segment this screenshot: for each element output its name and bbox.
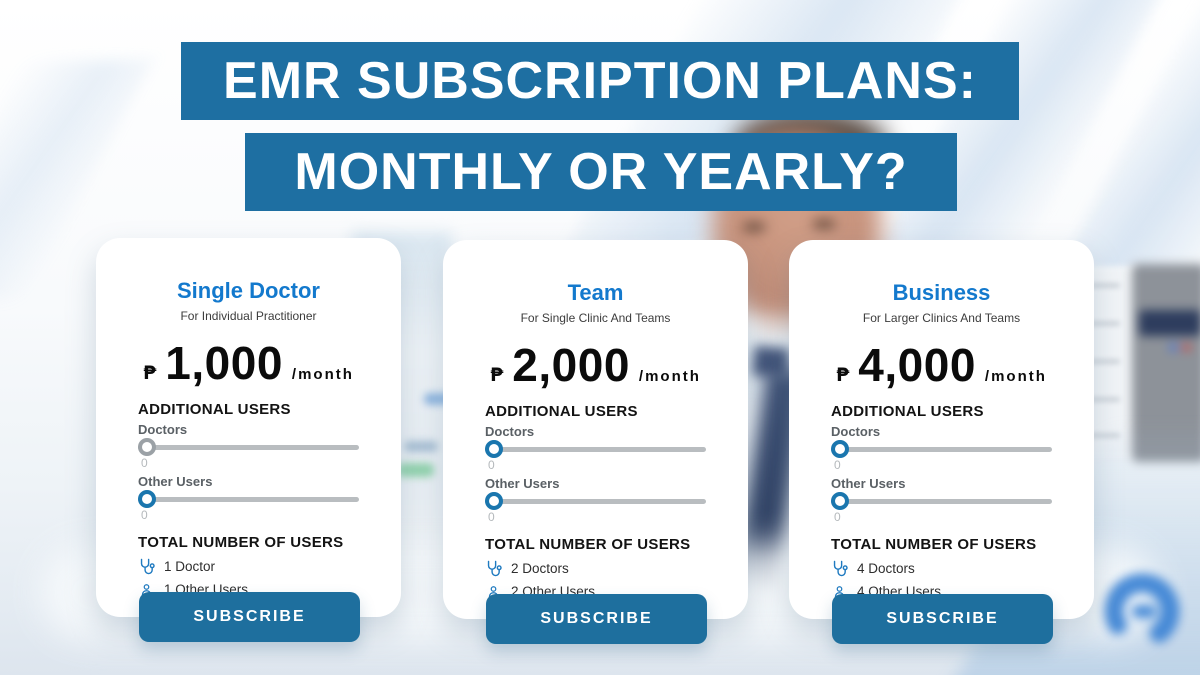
additional-users-heading: ADDITIONAL USERS (138, 401, 291, 418)
slider-track[interactable] (831, 447, 1052, 452)
plan-name: Single Doctor (176, 278, 320, 303)
slider-value: 0 (834, 458, 841, 472)
background-doctor-tie-knot (751, 345, 791, 379)
slider-value: 0 (834, 510, 841, 524)
slider-label: Doctors (831, 424, 881, 439)
headline-line2: MONTHLY OR YEARLY? (245, 133, 957, 211)
peso-sign: ₱ (836, 364, 850, 386)
background-streak (870, 0, 1180, 260)
slider-handle[interactable] (138, 490, 156, 508)
other-users-slider[interactable] (138, 490, 359, 508)
background-pill (404, 441, 438, 452)
slider-handle[interactable] (831, 492, 849, 510)
doctors-slider-group: Doctors 0 (485, 424, 706, 472)
slider-handle[interactable] (138, 438, 156, 456)
slider-track[interactable] (138, 497, 359, 502)
slider-label: Doctors (485, 424, 535, 439)
total-doctors-text: 1 Doctor (164, 559, 216, 574)
slider-label: Doctors (138, 422, 188, 437)
total-users-heading: TOTAL NUMBER OF USERS (831, 536, 1037, 553)
plan-price: ₱ 1,000 /month (96, 336, 401, 389)
plan-subtitle: For Single Clinic And Teams (520, 311, 671, 325)
plan-card-single-doctor: Single Doctor For Individual Practitione… (96, 238, 401, 642)
plan-name: Business (892, 280, 991, 305)
stethoscope-icon (485, 560, 502, 577)
total-doctors-row: 4 Doctors (831, 560, 1052, 577)
stethoscope-icon (138, 558, 155, 575)
slider-track[interactable] (485, 499, 706, 504)
doctors-slider-group: Doctors 0 (831, 424, 1052, 472)
headline-line1: EMR SUBSCRIPTION PLANS: (181, 42, 1019, 120)
slider-track[interactable] (138, 445, 359, 450)
plan-card-team: Team For Single Clinic And Teams ₱ 2,000… (443, 240, 748, 644)
slider-label: Other Users (138, 474, 213, 489)
price-amount: 4,000 (858, 339, 976, 391)
slider-value: 0 (141, 508, 148, 522)
peso-sign: ₱ (143, 362, 157, 384)
total-users-heading: TOTAL NUMBER OF USERS (485, 536, 691, 553)
other-users-slider-group: Other Users 0 (485, 476, 706, 524)
doctors-slider[interactable] (831, 440, 1052, 458)
doctors-slider-group: Doctors 0 (138, 422, 359, 470)
total-doctors-row: 2 Doctors (485, 560, 706, 577)
total-doctors-text: 2 Doctors (511, 561, 569, 576)
price-amount: 1,000 (165, 337, 283, 389)
plan-price: ₱ 2,000 /month (443, 338, 748, 391)
doctors-slider[interactable] (485, 440, 706, 458)
slider-track[interactable] (831, 499, 1052, 504)
slider-label: Other Users (485, 476, 560, 491)
additional-users-heading: ADDITIONAL USERS (485, 403, 638, 420)
total-doctors-row: 1 Doctor (138, 558, 359, 575)
other-users-slider-group: Other Users 0 (831, 476, 1052, 524)
background-streak (565, 0, 975, 250)
plan-name: Team (567, 280, 624, 305)
slider-handle[interactable] (831, 440, 849, 458)
subscribe-button[interactable]: SUBSCRIBE (486, 594, 707, 644)
subscribe-button[interactable]: SUBSCRIBE (832, 594, 1053, 644)
slider-value: 0 (488, 458, 495, 472)
background-doctor-eye (812, 219, 836, 229)
plan-price: ₱ 4,000 /month (789, 338, 1094, 391)
additional-users-heading: ADDITIONAL USERS (831, 403, 984, 420)
plan-subtitle: For Larger Clinics And Teams (862, 311, 1021, 325)
background-pill (397, 463, 434, 477)
total-doctors-text: 4 Doctors (857, 561, 915, 576)
doctors-slider[interactable] (138, 438, 359, 456)
price-amount: 2,000 (512, 339, 630, 391)
slider-handle[interactable] (485, 440, 503, 458)
price-period: /month (984, 368, 1047, 385)
subscribe-button[interactable]: SUBSCRIBE (139, 592, 360, 642)
other-users-slider[interactable] (831, 492, 1052, 510)
peso-sign: ₱ (490, 364, 504, 386)
price-period: /month (291, 366, 354, 383)
slider-value: 0 (488, 510, 495, 524)
price-period: /month (638, 368, 701, 385)
slider-track[interactable] (485, 447, 706, 452)
slider-value: 0 (141, 456, 148, 470)
slider-label: Other Users (831, 476, 906, 491)
background-doctor-eye (742, 222, 766, 232)
total-users-heading: TOTAL NUMBER OF USERS (138, 534, 344, 551)
slider-handle[interactable] (485, 492, 503, 510)
other-users-slider[interactable] (485, 492, 706, 510)
company-logo (1096, 563, 1188, 659)
plan-subtitle: For Individual Practitioner (180, 309, 317, 323)
background-phone-screenshot (1132, 264, 1200, 462)
other-users-slider-group: Other Users 0 (138, 474, 359, 522)
stethoscope-icon (831, 560, 848, 577)
plan-card-business: Business For Larger Clinics And Teams ₱ … (789, 240, 1094, 644)
